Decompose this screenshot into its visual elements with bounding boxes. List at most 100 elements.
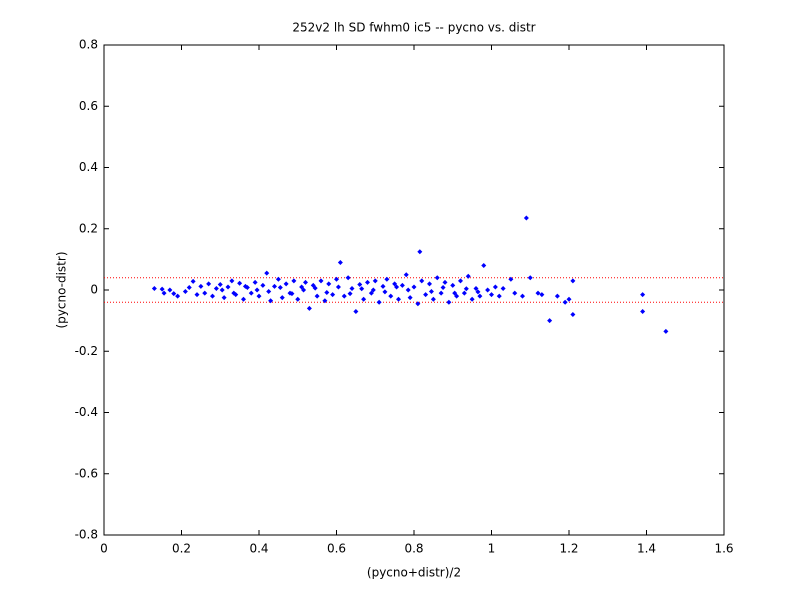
point (405, 287, 411, 293)
point (496, 293, 502, 299)
y-tick-label: 0.8 (79, 38, 98, 52)
chart-title: 252v2 lh SD fwhm0 ic5 -- pycno vs. distr (292, 21, 535, 35)
point (322, 298, 328, 304)
point (241, 296, 246, 302)
y-tick-label: 0 (90, 283, 98, 297)
point (663, 328, 669, 334)
point (438, 290, 444, 296)
point (523, 215, 529, 221)
point (380, 283, 386, 289)
point (562, 299, 568, 305)
point (452, 290, 458, 296)
point (640, 292, 646, 298)
point (275, 276, 281, 282)
point (314, 293, 320, 299)
point (411, 284, 417, 290)
point (394, 284, 400, 290)
point (473, 285, 479, 291)
point (492, 284, 498, 290)
point (539, 292, 545, 298)
point (469, 296, 475, 302)
point (370, 287, 376, 293)
point (190, 278, 196, 284)
point (382, 289, 388, 295)
x-tick-label: 0.2 (172, 542, 191, 556)
point (291, 278, 297, 284)
x-tick-label: 0 (100, 542, 108, 556)
point (442, 279, 448, 285)
point (347, 291, 353, 297)
point (434, 275, 440, 281)
point (570, 278, 576, 284)
point (266, 289, 272, 295)
y-tick-label: -0.2 (75, 344, 98, 358)
point (206, 281, 212, 287)
point (151, 285, 157, 291)
point (554, 293, 560, 299)
point (210, 293, 215, 299)
y-tick-label: 0.2 (79, 221, 98, 235)
point (396, 296, 401, 302)
point (361, 296, 367, 302)
point (231, 290, 237, 296)
point (318, 278, 324, 284)
point (219, 287, 225, 293)
x-tick-label: 0.8 (404, 542, 423, 556)
point (353, 308, 359, 314)
y-tick-label: 0.6 (79, 99, 98, 113)
point (301, 287, 307, 293)
point (423, 292, 429, 298)
point (427, 281, 432, 287)
point (260, 282, 266, 288)
point (417, 249, 423, 255)
point (415, 301, 421, 307)
point (403, 272, 409, 278)
x-tick-label: 0.6 (327, 542, 346, 556)
point (237, 280, 243, 286)
x-axis-label: (pycno+distr)/2 (367, 566, 461, 580)
point (326, 281, 332, 287)
point (175, 293, 181, 299)
point (225, 284, 231, 290)
point (500, 285, 506, 291)
point (489, 292, 494, 298)
point (159, 286, 165, 292)
point (419, 278, 425, 284)
point (221, 295, 227, 301)
point (161, 290, 167, 296)
point (349, 285, 355, 291)
plot-frame (103, 44, 725, 536)
point (570, 312, 576, 317)
point (566, 296, 572, 302)
point (303, 279, 308, 285)
point (268, 298, 274, 304)
point (229, 278, 235, 284)
point (475, 289, 481, 295)
point (512, 290, 518, 296)
point (376, 299, 382, 305)
point (428, 289, 434, 295)
point (357, 281, 363, 287)
point (330, 292, 336, 298)
point (264, 270, 270, 276)
point (547, 318, 553, 324)
x-tick-label: 1.6 (714, 542, 733, 556)
point (640, 308, 646, 314)
x-tick-label: 1.4 (637, 542, 656, 556)
point (458, 278, 463, 284)
point (430, 296, 436, 302)
point (306, 305, 312, 311)
point (341, 293, 347, 299)
point (535, 290, 541, 296)
x-tick-label: 1.2 (559, 542, 578, 556)
point (186, 285, 192, 291)
y-tick-label: -0.4 (75, 405, 98, 419)
point (312, 285, 318, 291)
point (359, 286, 365, 292)
point (477, 293, 483, 299)
point (289, 291, 295, 297)
point (465, 273, 471, 279)
point (384, 276, 390, 282)
